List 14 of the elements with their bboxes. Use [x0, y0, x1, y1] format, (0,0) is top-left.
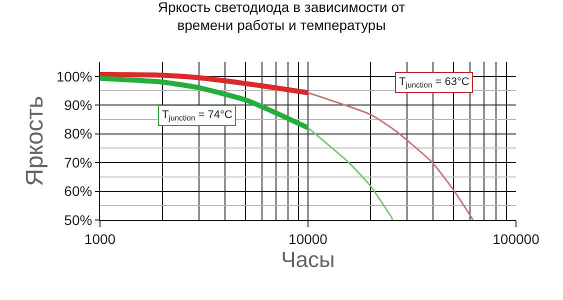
x-tick-label: 1000	[84, 230, 116, 247]
series-label: T$_{junction}$ = 74°C	[162, 109, 232, 122]
y-tick-label: 90%	[64, 96, 92, 113]
chart-title: Яркость светодиода в зависимости от времени работы и температуры	[158, 0, 406, 34]
y-tick-label: 70%	[64, 154, 92, 170]
x-axis-title: Часы	[281, 246, 335, 272]
x-tick-label: 100000	[492, 230, 540, 247]
y-tick-label: 80%	[64, 126, 92, 142]
y-tick-label: 50%	[64, 212, 92, 228]
text: T$_{junction}$ = 63°C	[399, 76, 470, 90]
y-axis-title: Яркость	[21, 96, 48, 186]
y-tick-label: 100%	[56, 68, 92, 84]
x-tick-label: 10000	[288, 230, 328, 247]
y-tick-label: 60%	[64, 183, 92, 200]
